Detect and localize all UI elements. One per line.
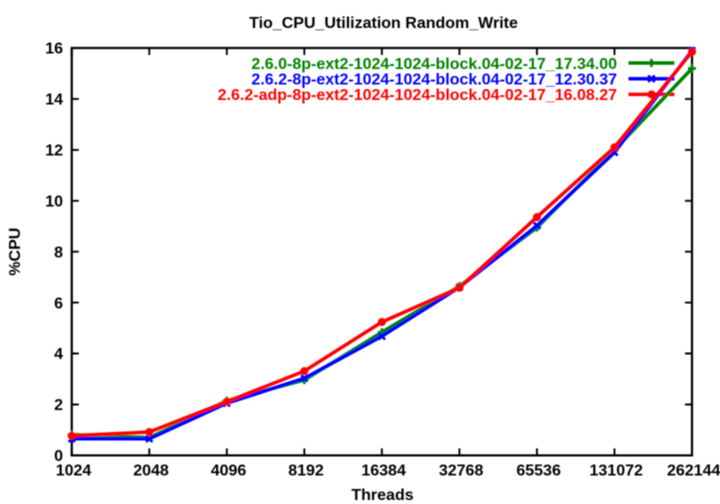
svg-text:2: 2	[54, 397, 63, 414]
svg-text:6: 6	[54, 295, 63, 312]
svg-text:14: 14	[45, 92, 63, 109]
svg-text:4096: 4096	[211, 463, 247, 480]
svg-text:16384: 16384	[361, 463, 406, 480]
svg-text:16: 16	[45, 41, 63, 58]
svg-text:262144: 262144	[667, 463, 720, 480]
svg-text:65536: 65536	[516, 463, 561, 480]
svg-text:4: 4	[54, 346, 63, 363]
svg-text:10: 10	[45, 193, 63, 210]
svg-text:Tio_CPU_Utilization Random_Wri: Tio_CPU_Utilization Random_Write	[249, 15, 518, 32]
svg-text:2.6.2-adp-8p-ext2-1024-1024-bl: 2.6.2-adp-8p-ext2-1024-1024-block.04-02-…	[218, 87, 617, 104]
svg-text:0: 0	[54, 448, 63, 465]
svg-text:Threads: Threads	[351, 487, 413, 504]
svg-text:2.6.0-8p-ext2-1024-1024-block.: 2.6.0-8p-ext2-1024-1024-block.04-02-17_1…	[251, 56, 617, 73]
svg-text:8192: 8192	[288, 463, 324, 480]
svg-text:2048: 2048	[133, 463, 169, 480]
svg-text:32768: 32768	[439, 463, 484, 480]
svg-text:1024: 1024	[56, 463, 92, 480]
svg-text:131072: 131072	[590, 463, 643, 480]
svg-text:%CPU: %CPU	[7, 228, 24, 276]
svg-text:12: 12	[45, 143, 63, 160]
svg-text:2.6.2-8p-ext2-1024-1024-block.: 2.6.2-8p-ext2-1024-1024-block.04-02-17_1…	[251, 72, 617, 89]
svg-text:8: 8	[54, 244, 63, 261]
